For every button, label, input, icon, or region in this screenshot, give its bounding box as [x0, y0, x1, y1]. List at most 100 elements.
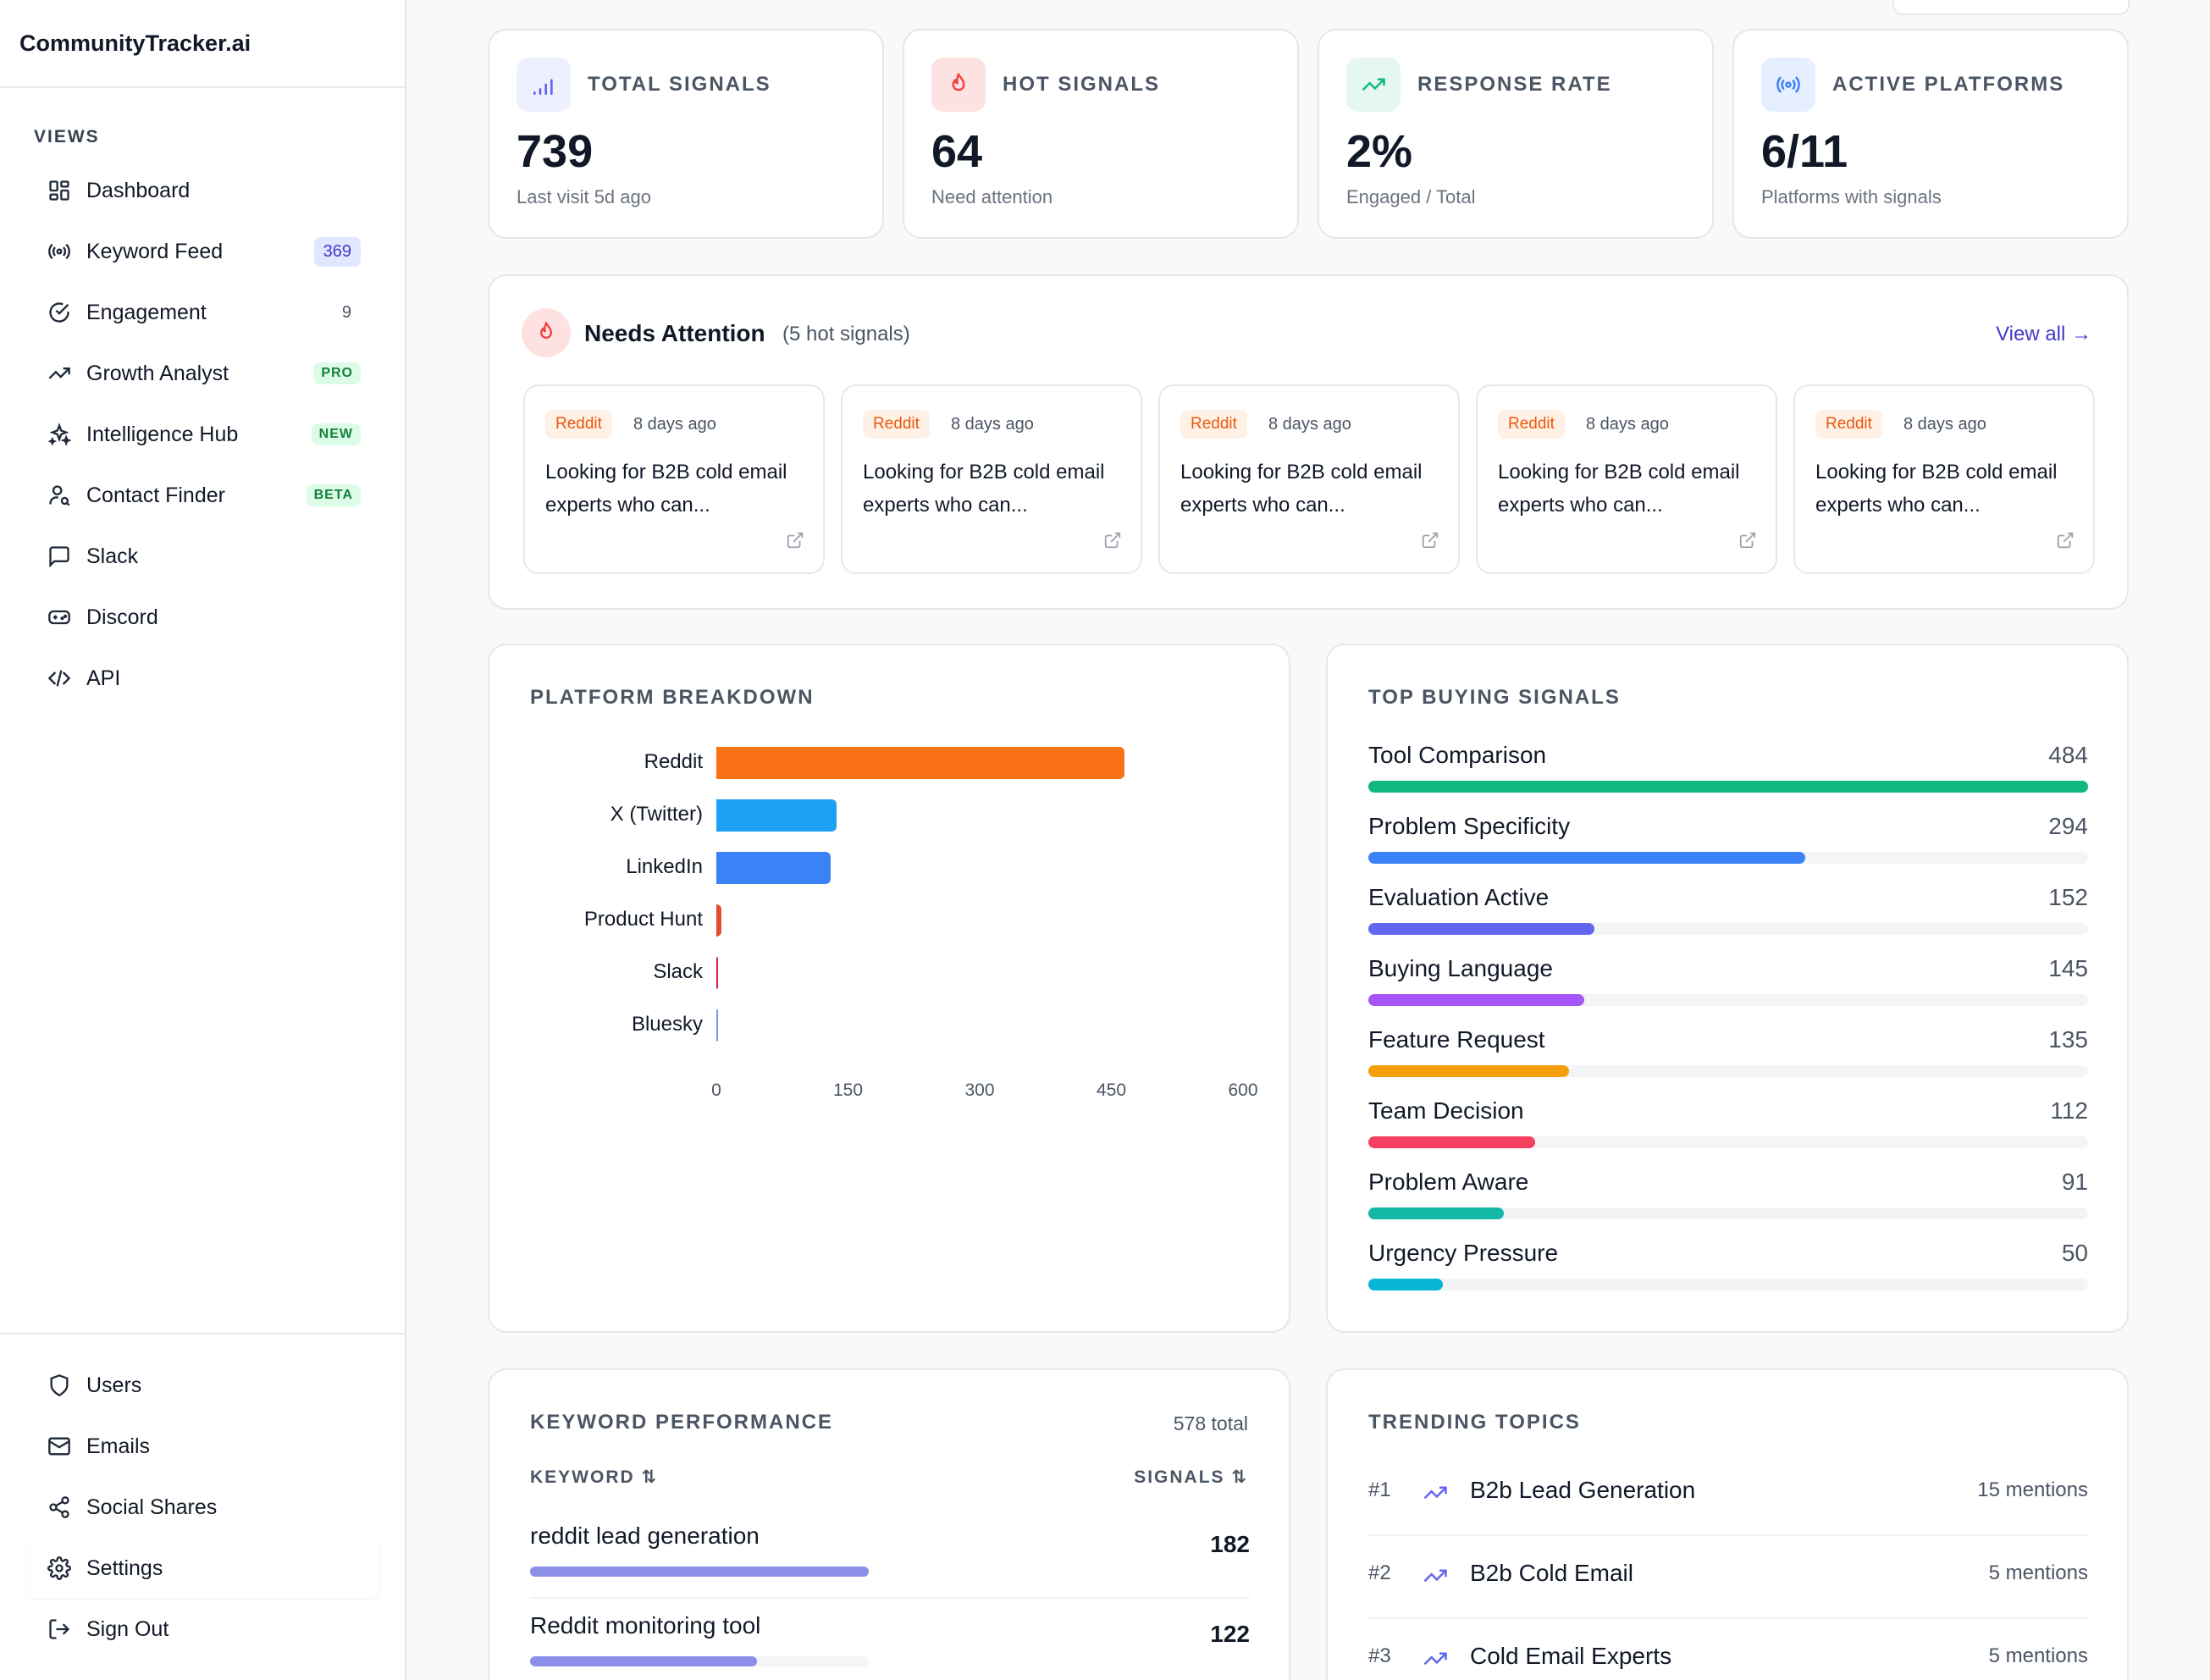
- top-control[interactable]: [1892, 0, 2130, 15]
- platform-bar[interactable]: [716, 747, 1125, 779]
- signal-card[interactable]: Reddit 8 days ago Looking for B2B cold e…: [523, 384, 825, 574]
- flame-icon: [522, 308, 571, 357]
- trending-topics-title: TRENDING TOPICS: [1368, 1411, 1581, 1434]
- external-link-icon[interactable]: [1103, 531, 1122, 554]
- views-section-label: VIEWS: [34, 127, 100, 146]
- source-badge: Reddit: [1815, 410, 1882, 439]
- sidebar-item-engagement[interactable]: Engagement 9: [27, 282, 379, 343]
- signal-category: Feature Request: [1368, 1026, 1545, 1053]
- platform-breakdown-title: PLATFORM BREAKDOWN: [530, 686, 815, 709]
- trending-topic-row[interactable]: #1 B2b Lead Generation 15 mentions: [1368, 1453, 2088, 1536]
- sidebar-item-slack[interactable]: Slack: [27, 526, 379, 587]
- view-all-link[interactable]: View all →: [1996, 323, 2091, 345]
- signal-card[interactable]: Reddit 8 days ago Looking for B2B cold e…: [1476, 384, 1777, 574]
- sidebar-item-label: Settings: [86, 1556, 163, 1580]
- signal-count: 145: [2048, 955, 2088, 981]
- external-link-icon[interactable]: [1421, 531, 1439, 554]
- sidebar-item-users[interactable]: Users: [27, 1355, 379, 1416]
- signal-count: 135: [2048, 1026, 2088, 1053]
- brand-logo[interactable]: CommunityTracker.ai: [0, 0, 405, 88]
- sidebar-item-settings[interactable]: Settings: [27, 1538, 379, 1599]
- platform-bar[interactable]: [716, 1009, 718, 1042]
- platform-bar[interactable]: [716, 799, 837, 832]
- platform-label: X (Twitter): [610, 803, 703, 826]
- stat-card-hot-signals: HOT SIGNALS 64 Need attention: [903, 29, 1299, 239]
- signal-category: Problem Aware: [1368, 1169, 1529, 1195]
- trending-topic-row[interactable]: #2 B2b Cold Email 5 mentions: [1368, 1536, 2088, 1619]
- signal-bar-fill: [1368, 781, 2088, 793]
- dashboard-icon: [46, 177, 73, 204]
- sidebar-item-sign-out[interactable]: Sign Out: [27, 1599, 379, 1660]
- topic-name: Cold Email Experts: [1470, 1643, 1672, 1669]
- sidebar-item-contact-finder[interactable]: Contact Finder BETA: [27, 465, 379, 526]
- signal-bar-fill: [1368, 852, 1806, 864]
- stat-title: HOT SIGNALS: [1003, 73, 1161, 96]
- sidebar-item-keyword-feed[interactable]: Keyword Feed 369: [27, 221, 379, 282]
- signal-text: Looking for B2B cold email experts who c…: [545, 461, 787, 517]
- platform-bar[interactable]: [716, 852, 831, 884]
- platform-bar[interactable]: [716, 957, 718, 989]
- table-row[interactable]: Reddit monitoring tool 122: [530, 1599, 1250, 1680]
- signal-text: Looking for B2B cold email experts who c…: [1498, 461, 1740, 517]
- broadcast-icon: [46, 238, 73, 265]
- keyword-column-header[interactable]: KEYWORD ⇅: [530, 1467, 658, 1488]
- topic-rank: #3: [1368, 1644, 1391, 1667]
- signal-card[interactable]: Reddit 8 days ago Looking for B2B cold e…: [1158, 384, 1460, 574]
- sidebar-item-label: Discord: [86, 605, 158, 629]
- x-axis-tick: 600: [1228, 1080, 1258, 1100]
- stat-value: 64: [931, 126, 983, 177]
- topic-mentions: 5 mentions: [1988, 1561, 2088, 1584]
- stat-title: TOTAL SIGNALS: [588, 73, 771, 96]
- needs-attention-panel: Needs Attention (5 hot signals) View all…: [488, 274, 2129, 610]
- signal-bar-track: [1368, 1279, 2088, 1290]
- signal-text: Looking for B2B cold email experts who c…: [1815, 461, 2058, 517]
- external-link-icon[interactable]: [2056, 531, 2075, 554]
- top-buying-signals-title: TOP BUYING SIGNALS: [1368, 686, 1621, 709]
- signal-card[interactable]: Reddit 8 days ago Looking for B2B cold e…: [1793, 384, 2095, 574]
- platform-bar[interactable]: [716, 904, 722, 937]
- signal-bar-fill: [1368, 994, 1584, 1006]
- sidebar-item-api[interactable]: API: [27, 648, 379, 709]
- sidebar-item-label: Slack: [86, 544, 139, 568]
- external-link-icon[interactable]: [1738, 531, 1757, 554]
- engagement-count-badge: 9: [341, 302, 351, 322]
- keyword-name: reddit lead generation: [530, 1522, 760, 1549]
- table-row[interactable]: reddit lead generation 182: [530, 1509, 1250, 1599]
- gear-icon: [46, 1555, 73, 1582]
- sidebar-item-intelligence-hub[interactable]: Intelligence Hub NEW: [27, 404, 379, 465]
- sign-out-icon: [46, 1616, 73, 1643]
- signal-bar-fill: [1368, 1136, 1535, 1148]
- trending-up-icon: [46, 360, 73, 387]
- signal-bar-track: [1368, 994, 2088, 1006]
- keyword-bar-track: [530, 1656, 869, 1666]
- beta-badge: BETA: [306, 484, 361, 506]
- stat-value: 6/11: [1761, 126, 1848, 177]
- signal-card[interactable]: Reddit 8 days ago Looking for B2B cold e…: [841, 384, 1142, 574]
- external-link-icon[interactable]: [786, 531, 804, 554]
- code-icon: [46, 665, 73, 692]
- signal-category: Problem Specificity: [1368, 813, 1571, 839]
- platform-breakdown-chart: Reddit X (Twitter) LinkedIn Product Hunt Sla…: [489, 645, 1289, 1331]
- platform-label: LinkedIn: [626, 855, 703, 878]
- mail-icon: [46, 1433, 73, 1460]
- signal-bar-track: [1368, 781, 2088, 793]
- source-badge: Reddit: [1498, 410, 1565, 439]
- topic-rank: #2: [1368, 1561, 1391, 1584]
- sidebar-item-label: Growth Analyst: [86, 361, 229, 385]
- signal-bar-fill: [1368, 1208, 1504, 1219]
- keyword-performance-title: KEYWORD PERFORMANCE: [530, 1411, 834, 1434]
- keyword-feed-count-badge: 369: [313, 236, 361, 267]
- sidebar-item-dashboard[interactable]: Dashboard: [27, 160, 379, 221]
- signal-bar-fill: [1368, 1065, 1570, 1077]
- stat-subtitle: Platforms with signals: [1761, 186, 1942, 207]
- sidebar-item-social-shares[interactable]: Social Shares: [27, 1477, 379, 1538]
- signal-count: 152: [2048, 884, 2088, 910]
- trending-up-icon: [1346, 58, 1401, 112]
- signals-column-header[interactable]: SIGNALS ⇅: [1134, 1467, 1248, 1488]
- signal-bar-fill: [1368, 1279, 1443, 1290]
- stat-title: ACTIVE PLATFORMS: [1832, 73, 2065, 96]
- sidebar-item-discord[interactable]: Discord: [27, 587, 379, 648]
- sidebar-item-growth-analyst[interactable]: Growth Analyst PRO: [27, 343, 379, 404]
- sidebar-item-emails[interactable]: Emails: [27, 1416, 379, 1477]
- trending-topic-row[interactable]: #3 Cold Email Experts 5 mentions: [1368, 1619, 2088, 1680]
